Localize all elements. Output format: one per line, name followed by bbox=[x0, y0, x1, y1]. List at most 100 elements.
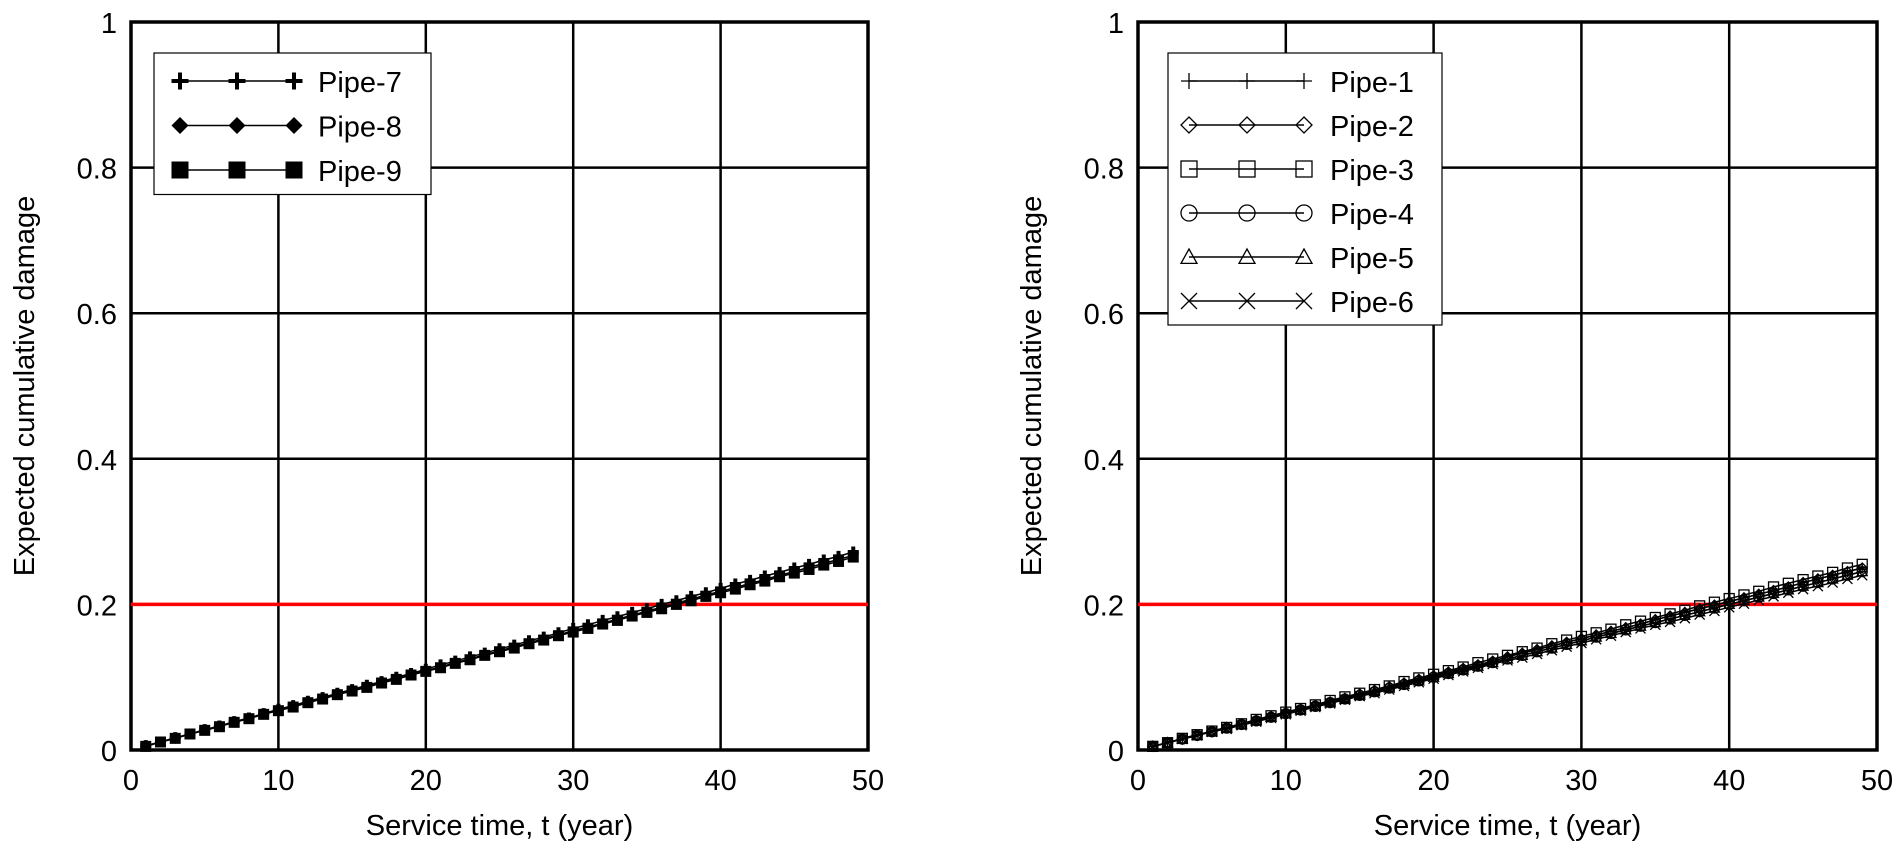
data-point bbox=[1502, 654, 1513, 666]
legend-label: Pipe-5 bbox=[1330, 243, 1414, 275]
data-point bbox=[1768, 590, 1779, 602]
data-point bbox=[1723, 592, 1735, 605]
y-tick-label: 0.4 bbox=[1084, 445, 1124, 477]
data-point bbox=[611, 614, 623, 626]
data-point bbox=[420, 665, 432, 677]
data-point bbox=[1354, 690, 1366, 702]
legend-label: Pipe-3 bbox=[1330, 155, 1414, 187]
data-point bbox=[1295, 705, 1307, 717]
legend-marker-icon bbox=[1180, 116, 1198, 134]
x-tick-label: 20 bbox=[410, 765, 442, 797]
legend-marker-icon bbox=[1238, 292, 1256, 310]
legend-entry: Pipe-3 bbox=[1180, 155, 1414, 187]
data-point bbox=[1561, 641, 1573, 653]
data-point bbox=[169, 732, 181, 744]
data-point bbox=[1147, 740, 1159, 752]
data-point bbox=[774, 571, 786, 583]
x-tick-label: 40 bbox=[704, 765, 736, 797]
legend-entry: Pipe-4 bbox=[1180, 199, 1414, 231]
legend-marker-icon bbox=[228, 161, 246, 179]
data-point bbox=[1679, 612, 1691, 624]
legend-label: Pipe-8 bbox=[318, 112, 402, 144]
data-point bbox=[1738, 598, 1750, 610]
legend-label: Pipe-9 bbox=[318, 156, 402, 188]
data-point bbox=[1236, 719, 1247, 731]
legend-marker-icon bbox=[1238, 160, 1256, 178]
data-point bbox=[1782, 577, 1794, 589]
legend-marker-icon bbox=[1180, 292, 1198, 310]
data-point bbox=[243, 713, 255, 725]
data-point bbox=[670, 598, 682, 610]
data-point bbox=[1782, 587, 1794, 599]
data-point bbox=[1812, 570, 1824, 582]
data-point bbox=[641, 606, 653, 618]
data-point bbox=[1398, 680, 1410, 692]
data-point bbox=[140, 740, 152, 752]
data-point bbox=[1472, 662, 1484, 674]
data-point bbox=[818, 559, 830, 571]
data-point bbox=[715, 587, 727, 599]
data-point bbox=[582, 622, 594, 634]
data-point bbox=[1827, 566, 1839, 579]
data-point bbox=[833, 555, 845, 567]
x-tick-label: 0 bbox=[123, 765, 139, 797]
data-point bbox=[729, 583, 741, 595]
data-point bbox=[626, 610, 638, 622]
data-point bbox=[272, 705, 284, 717]
data-point bbox=[1487, 658, 1499, 670]
y-tick-label: 0.8 bbox=[77, 154, 117, 186]
plot-frame bbox=[129, 20, 870, 752]
data-point bbox=[1383, 684, 1395, 696]
data-point bbox=[1442, 669, 1454, 681]
y-tick-label: 1 bbox=[101, 8, 117, 40]
series-pipe-9 bbox=[140, 551, 859, 752]
data-point bbox=[788, 567, 800, 579]
legend-label: Pipe-4 bbox=[1330, 199, 1414, 231]
legend-marker-icon bbox=[1295, 160, 1313, 178]
legend-marker-icon bbox=[228, 72, 246, 90]
data-point bbox=[1176, 733, 1188, 745]
legend-entry: Pipe-2 bbox=[1180, 111, 1414, 143]
y-tick-label: 0.4 bbox=[77, 445, 117, 477]
y-tick-label: 1 bbox=[1108, 8, 1124, 40]
legend-marker-icon bbox=[171, 161, 189, 179]
data-point bbox=[1841, 562, 1854, 574]
data-point bbox=[1856, 562, 1869, 574]
data-point bbox=[1649, 619, 1661, 631]
legend-marker-icon bbox=[285, 117, 303, 134]
y-tick-label: 0 bbox=[101, 736, 117, 768]
legend-marker-icon bbox=[1179, 247, 1199, 265]
data-point bbox=[228, 716, 240, 728]
legend-marker-icon bbox=[228, 117, 246, 134]
legend-marker-icon bbox=[1295, 204, 1313, 222]
legend-marker-icon bbox=[1180, 160, 1198, 178]
x-tick-label: 20 bbox=[1417, 765, 1449, 797]
data-point bbox=[1457, 665, 1469, 677]
legend-marker-icon bbox=[1238, 204, 1256, 222]
data-point bbox=[317, 693, 329, 705]
data-point bbox=[1708, 605, 1720, 617]
y-tick-label: 0.2 bbox=[1084, 590, 1124, 622]
data-point bbox=[1324, 697, 1336, 709]
data-point bbox=[744, 579, 756, 591]
legend: Pipe-7 Pipe-8 Pipe-9 bbox=[153, 52, 432, 196]
data-point bbox=[1339, 694, 1351, 706]
data-point bbox=[1309, 701, 1321, 713]
x-axis-label: Service time, t (year) bbox=[1374, 810, 1642, 842]
x-axis-label: Service time, t (year) bbox=[366, 810, 634, 842]
legend-marker-icon bbox=[1295, 116, 1313, 134]
data-point bbox=[1841, 565, 1854, 578]
data-point bbox=[1605, 630, 1617, 642]
data-point bbox=[258, 708, 270, 720]
legend-marker-icon bbox=[1238, 116, 1256, 134]
x-tick-label: 10 bbox=[262, 765, 294, 797]
legend-entry: Pipe-7 bbox=[171, 67, 402, 99]
data-point bbox=[1428, 673, 1440, 685]
legend-marker-icon bbox=[1239, 73, 1255, 89]
data-point bbox=[1635, 622, 1646, 634]
legend-marker-icon bbox=[171, 117, 189, 134]
data-point bbox=[803, 563, 815, 575]
data-point bbox=[1797, 573, 1809, 586]
data-point bbox=[1369, 687, 1380, 699]
data-point bbox=[494, 646, 505, 658]
